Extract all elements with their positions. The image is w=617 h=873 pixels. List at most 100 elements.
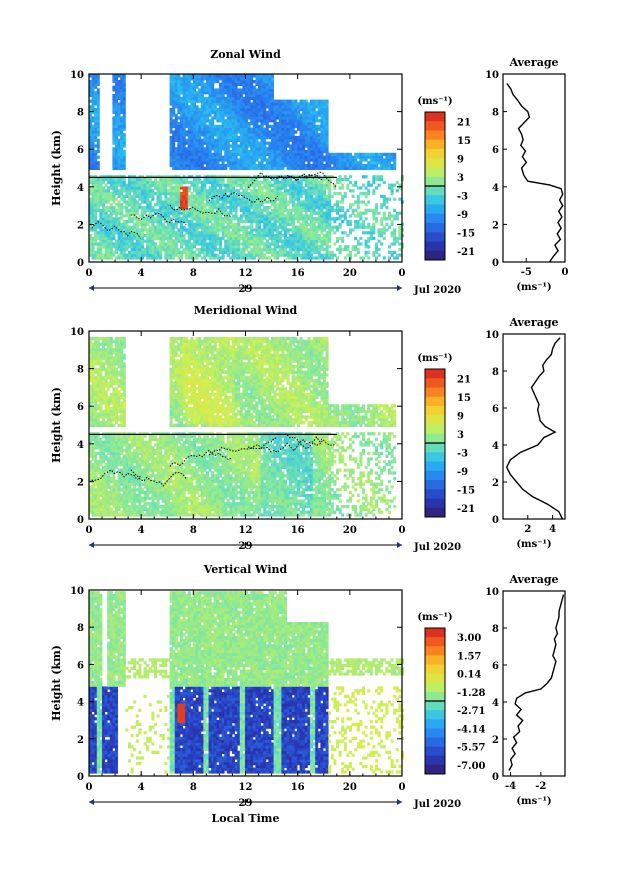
heatmap-cell: [255, 180, 259, 184]
heatmap-cell: [122, 206, 126, 210]
heatmap-cell: [247, 99, 251, 103]
heatmap-cell: [372, 250, 376, 254]
heatmap-cell: [232, 166, 235, 170]
heatmap-cell: [359, 186, 363, 190]
heatmap-cell: [224, 239, 228, 243]
heatmap-cell: [354, 214, 358, 218]
heatmap-cell: [117, 206, 121, 210]
heatmap-cell: [310, 222, 313, 226]
heatmap-cell: [213, 127, 217, 131]
heatmap-cell: [133, 214, 137, 218]
heatmap-cell: [294, 122, 298, 126]
heatmap-cell: [258, 88, 261, 92]
heatmap-cell: [200, 239, 204, 243]
heatmap-cell: [187, 127, 191, 131]
heatmap-cell: [281, 186, 285, 190]
heatmap-cell: [281, 222, 285, 226]
heatmap-cell: [276, 155, 280, 159]
heatmap-cell: [289, 189, 293, 193]
heatmap-cell: [265, 211, 269, 215]
heatmap-cell: [195, 94, 199, 98]
heatmap-cell: [226, 164, 230, 168]
heatmap-cell: [226, 130, 230, 134]
heatmap-cell: [122, 88, 126, 92]
heatmap-cell: [120, 183, 124, 187]
heatmap-cell: [180, 194, 183, 198]
heatmap-cell: [198, 74, 202, 78]
heatmap-cell: [258, 256, 261, 260]
heatmap-cell: [104, 206, 108, 210]
heatmap-cell: [174, 180, 178, 184]
heatmap-cell: [271, 110, 274, 114]
heatmap-cell: [174, 194, 178, 198]
heatmap-cell: [180, 136, 183, 140]
heatmap-cell: [172, 242, 176, 246]
heatmap-cell: [208, 144, 212, 148]
heatmap-cell: [242, 203, 246, 207]
heatmap-cell: [211, 122, 215, 126]
heatmap-cell: [115, 88, 118, 92]
heatmap-cell: [260, 127, 264, 131]
heatmap-cell: [117, 236, 121, 240]
heatmap-cell: [120, 248, 124, 252]
heatmap-cell: [234, 231, 238, 235]
heatmap-cell: [289, 242, 293, 246]
heatmap-cell: [195, 253, 199, 257]
heatmap-cell: [182, 96, 186, 100]
heatmap-cell: [187, 186, 191, 190]
heatmap-cell: [263, 197, 267, 201]
heatmap-cell: [198, 217, 202, 221]
heatmap-cell: [200, 248, 204, 252]
heatmap-cell: [193, 222, 196, 226]
heatmap-cell: [252, 158, 256, 162]
heatmap-cell: [91, 225, 95, 229]
heatmap-cell: [310, 105, 313, 109]
heatmap-cell: [239, 122, 243, 126]
heatmap-cell: [120, 91, 124, 95]
heatmap-cell: [289, 183, 293, 187]
heatmap-cell: [239, 150, 243, 154]
heatmap-cell: [94, 138, 98, 142]
heatmap-cell: [169, 102, 173, 106]
heatmap-cell: [206, 108, 209, 112]
heatmap-cell: [167, 206, 170, 210]
heatmap-cell: [91, 91, 95, 95]
heatmap-cell: [237, 124, 241, 128]
heatmap-cell: [297, 136, 300, 140]
heatmap-cell: [289, 136, 293, 140]
heatmap-cell: [325, 127, 329, 131]
heatmap-cell: [206, 158, 209, 162]
heatmap-cell: [89, 211, 92, 215]
heatmap-cell: [232, 194, 235, 198]
heatmap-cell: [281, 164, 285, 168]
heatmap-cell: [187, 248, 191, 252]
heatmap-cell: [206, 74, 209, 78]
heatmap-cell: [242, 214, 246, 218]
heatmap-cell: [234, 197, 238, 201]
heatmap-cell: [333, 192, 337, 196]
heatmap-cell: [213, 236, 217, 240]
heatmap-cell: [263, 80, 267, 84]
heatmap-cell: [206, 105, 209, 109]
heatmap-cell: [112, 192, 116, 196]
heatmap-cell: [138, 242, 142, 246]
heatmap-cell: [187, 256, 191, 260]
heatmap-cell: [271, 166, 274, 170]
heatmap-cell: [167, 189, 170, 193]
heatmap-cell: [252, 256, 256, 260]
heatmap-cell: [177, 197, 181, 201]
heatmap-cell: [315, 119, 319, 123]
heatmap-cell: [141, 206, 144, 210]
heatmap-cells: [89, 74, 404, 260]
heatmap-cell: [200, 166, 204, 170]
heatmap-cell: [198, 147, 202, 151]
heatmap-cell: [89, 94, 92, 98]
heatmap-cell: [213, 164, 217, 168]
heatmap-cell: [297, 116, 300, 120]
heatmap-cell: [216, 208, 220, 212]
heatmap-cell: [286, 113, 290, 117]
heatmap-cell: [278, 250, 282, 254]
heatmap-cell: [299, 231, 303, 235]
heatmap-cell: [216, 88, 220, 92]
heatmap-cell: [307, 234, 311, 238]
